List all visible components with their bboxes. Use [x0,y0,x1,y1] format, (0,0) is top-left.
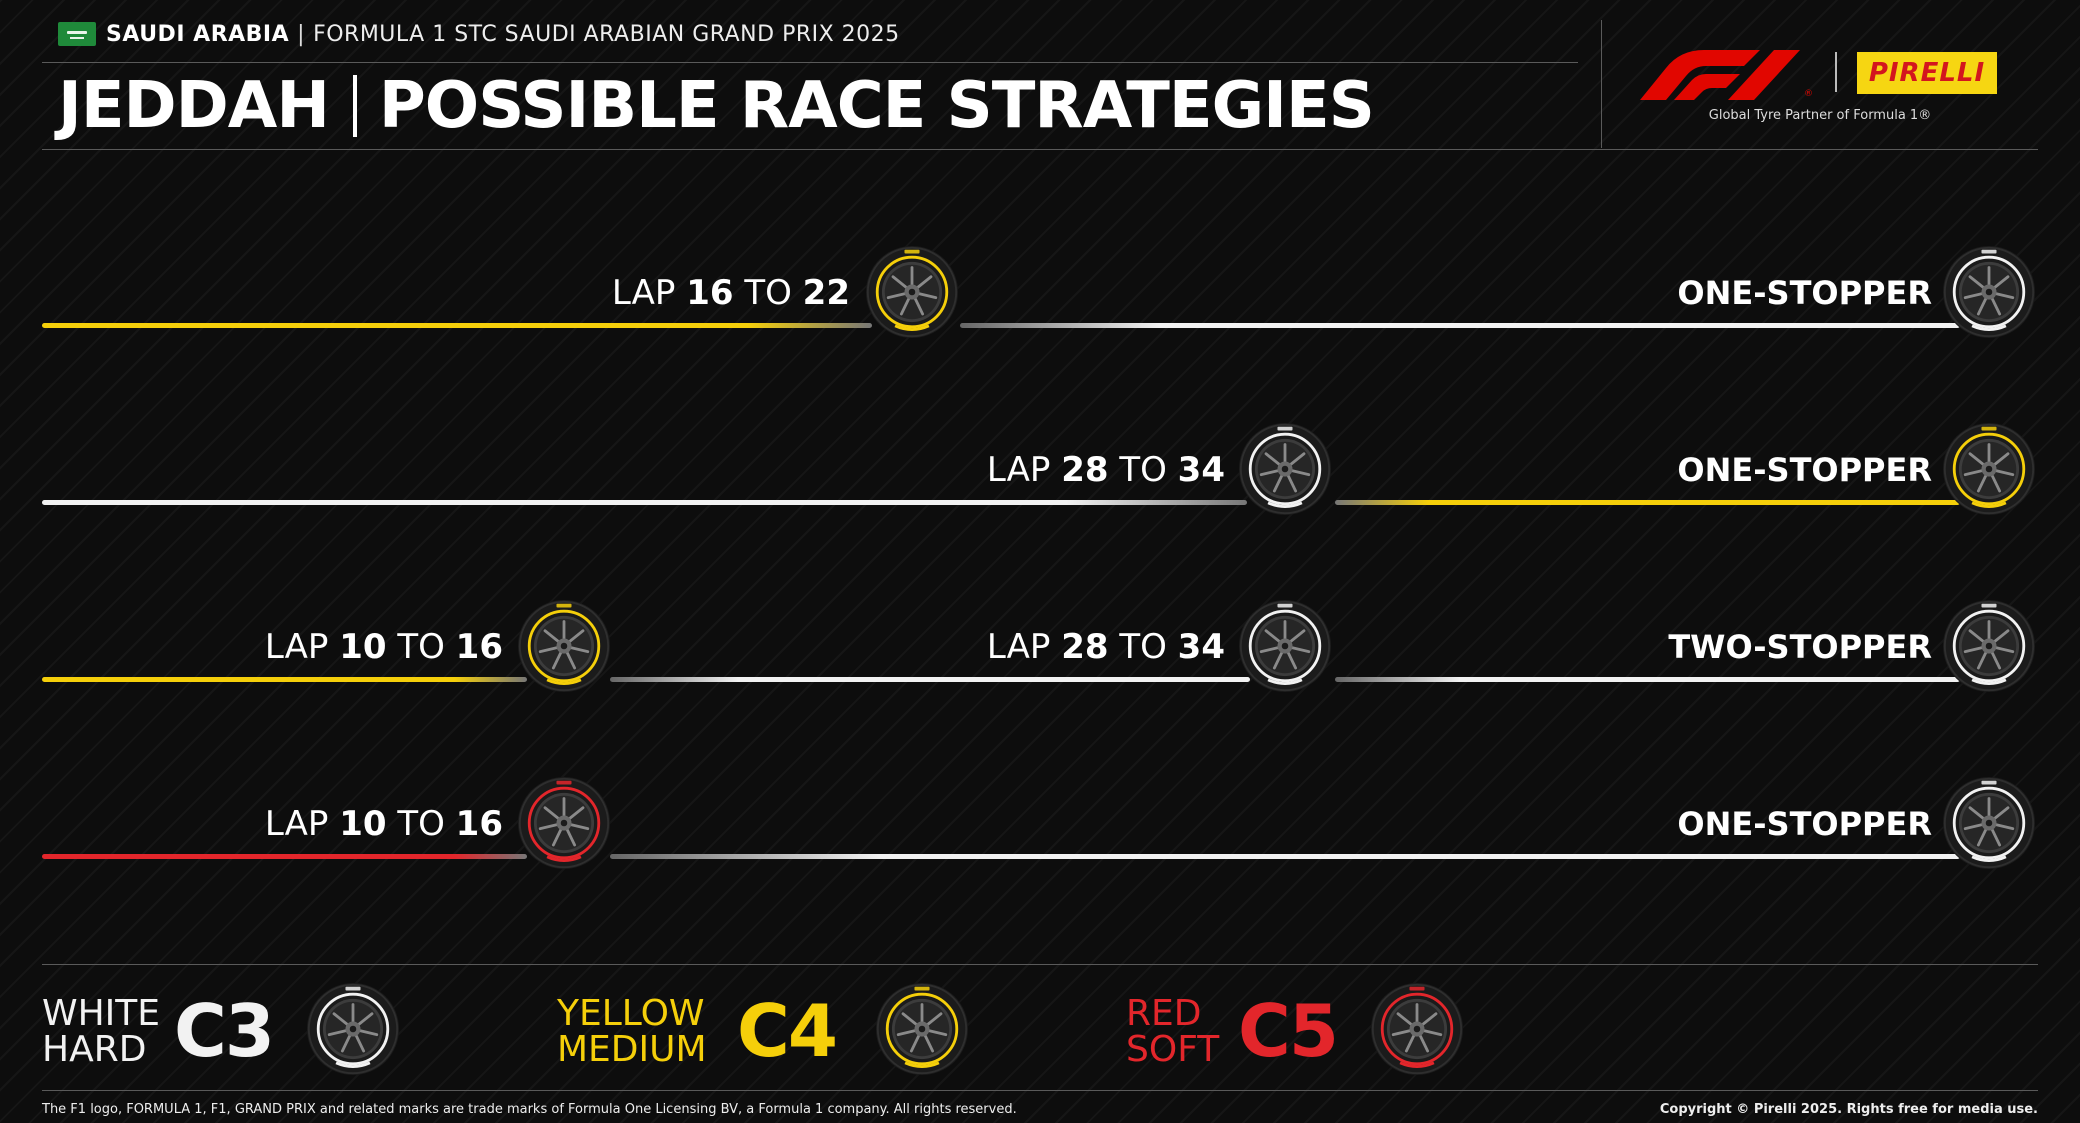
title-location: JEDDAH [58,69,330,143]
lap-prefix: LAP [264,627,329,667]
title-separator-bar [352,75,357,137]
lap-to-word: TO [744,273,792,313]
hard-tyre-icon [1238,422,1332,516]
lap-to: 34 [1177,627,1225,667]
legend-hardness: SOFT [1126,1029,1220,1070]
lap-to-word: TO [1119,450,1167,490]
logo-vertical-divider [1601,20,1602,148]
event-name: FORMULA 1 STC SAUDI ARABIAN GRAND PRIX 2… [313,21,900,47]
stint-medium [1335,500,1960,505]
legend-hardness: MEDIUM [557,1029,707,1070]
strategy-type: TWO-STOPPER [1668,628,1932,666]
lap-to: 34 [1177,450,1225,490]
legend-color-word: WHITE [42,993,161,1034]
lap-from: 10 [339,804,387,844]
medium-tyre-icon [865,245,959,339]
stint-medium [42,323,872,328]
lap-to: 16 [455,627,503,667]
saudi-flag-icon [58,22,96,46]
lap-from: 28 [1061,627,1109,667]
legend-hard: WHITE HARD C3 [42,990,422,1080]
strategy-type: ONE-STOPPER [1677,274,1932,312]
legend-code: C5 [1238,989,1339,1073]
stint-soft [42,854,527,859]
legend-words: YELLOW MEDIUM [557,996,707,1068]
stint-hard [610,677,1250,682]
lap-prefix: LAP [986,450,1051,490]
pit-window-label: LAP 10 TO 16 [265,799,503,849]
pit-window-label: LAP 10 TO 16 [265,622,503,672]
legend-code: C4 [737,989,838,1073]
tagline: Global Tyre Partner of Formula 1® [1708,108,1932,123]
legend-medium: YELLOW MEDIUM C4 [557,990,977,1080]
lap-prefix: LAP [986,627,1051,667]
soft-tyre-icon [517,776,611,870]
header-divider [42,62,1578,63]
title-divider [42,149,2038,150]
medium-tyre-icon [875,982,969,1076]
legend-color-word: RED [1126,993,1202,1034]
hard-tyre-icon [1238,599,1332,693]
hard-tyre-icon [306,982,400,1076]
page-title: JEDDAH POSSIBLE RACE STRATEGIES [58,66,1375,146]
lap-to: 16 [455,804,503,844]
hard-tyre-icon [1942,776,2036,870]
lap-to: 22 [802,273,850,313]
legend-code: C3 [174,989,275,1073]
legend-divider-top [42,964,2038,965]
pit-window-label: LAP 28 TO 34 [987,622,1225,672]
stint-hard [610,854,1960,859]
copyright-notice: Copyright © Pirelli 2025. Rights free fo… [1659,1102,2038,1117]
hard-tyre-icon [1942,245,2036,339]
medium-tyre-icon [517,599,611,693]
legend-soft: RED SOFT C5 [1126,990,1486,1080]
pirelli-logo: PIRELLI [1857,52,1997,94]
hard-tyre-icon [1942,599,2036,693]
legend-hardness: HARD [42,1029,147,1070]
lap-to-word: TO [397,627,445,667]
pit-window-label: LAP 28 TO 34 [987,445,1225,495]
legend-color-word: YELLOW [557,993,705,1034]
svg-text:®: ® [1804,89,1813,99]
f1-logo: ® [1640,50,1813,100]
country-name: SAUDI ARABIA [106,21,290,47]
event-header: SAUDI ARABIA | FORMULA 1 STC SAUDI ARABI… [58,18,900,50]
pit-window-label: LAP 16 TO 22 [612,268,850,318]
strategy-type: ONE-STOPPER [1677,451,1932,489]
stint-hard [960,323,1960,328]
medium-tyre-icon [1942,422,2036,516]
legend-words: RED SOFT [1126,996,1219,1068]
legend-words: WHITE HARD [42,996,160,1068]
header-separator: | [297,21,306,47]
lap-from: 28 [1061,450,1109,490]
footer-divider [42,1090,2038,1091]
title-subject: POSSIBLE RACE STRATEGIES [378,69,1375,143]
soft-tyre-icon [1370,982,1464,1076]
trademark-notice: The F1 logo, FORMULA 1, F1, GRAND PRIX a… [42,1102,1017,1117]
lap-from: 10 [339,627,387,667]
lap-to-word: TO [1119,627,1167,667]
logo-separator [1835,52,1837,92]
lap-prefix: LAP [264,804,329,844]
lap-from: 16 [686,273,734,313]
lap-to-word: TO [397,804,445,844]
strategy-type: ONE-STOPPER [1677,805,1932,843]
lap-prefix: LAP [611,273,676,313]
stint-hard [42,500,1247,505]
stint-medium [42,677,527,682]
stint-hard [1335,677,1960,682]
